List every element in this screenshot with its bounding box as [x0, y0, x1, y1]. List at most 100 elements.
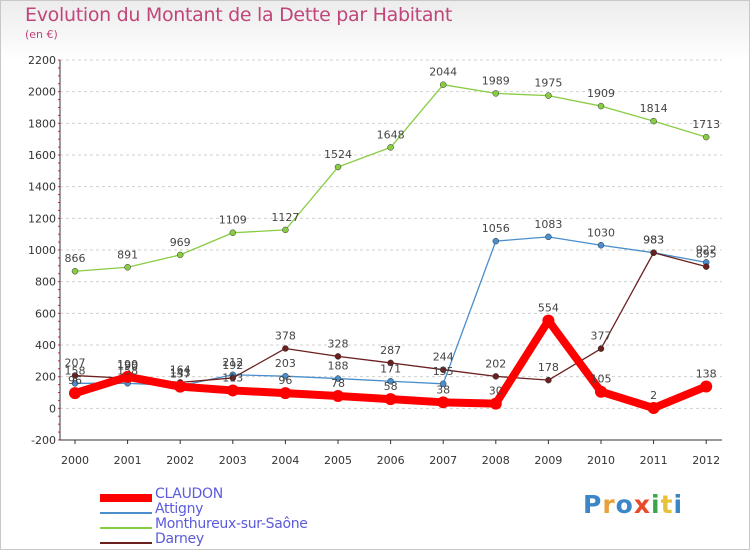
data-point [279, 387, 292, 400]
x-tick-label: 2009 [534, 454, 562, 467]
legend-swatch [100, 512, 152, 514]
logo-letter: t [660, 490, 674, 519]
data-point [229, 229, 237, 236]
y-tick-label: 0 [49, 402, 56, 415]
data-point [71, 372, 79, 379]
logo-letter: P [583, 490, 603, 519]
data-point [437, 396, 450, 409]
x-tick-label: 2006 [377, 454, 405, 467]
data-point [334, 353, 342, 360]
legend-swatch [100, 542, 152, 544]
data-label: 1083 [534, 218, 562, 231]
data-label: 190 [117, 359, 138, 372]
legend-swatch [100, 527, 152, 529]
data-label: 1030 [587, 226, 615, 239]
data-label: 983 [643, 234, 664, 247]
data-label: 143 [170, 367, 191, 380]
logo-letter: r [602, 490, 616, 519]
data-label: 891 [117, 248, 138, 261]
data-label: 922 [696, 243, 717, 256]
data-point [597, 242, 605, 249]
data-label: 212 [222, 356, 243, 369]
logo-letter: i [651, 490, 661, 519]
legend-label: Darney [155, 531, 204, 547]
data-label: 158 [65, 364, 86, 377]
data-label: 1524 [324, 148, 352, 161]
data-point [334, 375, 342, 382]
x-tick-label: 2000 [61, 454, 89, 467]
data-label: 178 [538, 361, 559, 374]
chart-title: Evolution du Montant de la Dette par Hab… [25, 4, 453, 26]
data-point [650, 117, 657, 125]
data-label: 983 [643, 234, 664, 247]
data-point [439, 81, 447, 88]
x-tick-label: 2004 [271, 454, 299, 467]
data-label: 1109 [219, 214, 247, 227]
data-label: 137 [170, 368, 191, 381]
x-tick-label: 2012 [692, 454, 720, 467]
data-label: 171 [380, 362, 401, 375]
y-tick-label: 1200 [28, 212, 56, 225]
x-tick-label: 2010 [587, 454, 615, 467]
data-point [439, 380, 447, 388]
data-point [545, 233, 552, 241]
data-label: 554 [538, 302, 559, 315]
data-point [542, 314, 555, 327]
x-tick-label: 2005 [324, 454, 352, 467]
data-point [545, 92, 552, 99]
legend-label: Attigny [155, 501, 204, 517]
data-point [439, 366, 447, 373]
data-label: 96 [278, 374, 292, 387]
logo-letter: i [673, 490, 684, 519]
data-label: 1814 [640, 102, 668, 115]
data-point [332, 389, 344, 402]
data-point [597, 345, 605, 352]
data-point [597, 102, 605, 110]
data-label: 378 [275, 329, 296, 342]
data-label: 78 [331, 377, 345, 390]
data-point [124, 264, 131, 271]
data-label: 1648 [377, 128, 405, 141]
y-tick-label: 1400 [28, 181, 56, 194]
data-label: 1056 [482, 222, 510, 235]
data-label: 866 [65, 252, 86, 265]
data-label: 199 [117, 358, 138, 371]
data-point [69, 387, 81, 400]
data-point [489, 397, 502, 410]
data-label: 164 [170, 363, 191, 376]
y-tick-label: 2200 [28, 54, 56, 67]
data-point [282, 372, 289, 380]
data-label: 58 [384, 380, 398, 393]
y-tick-label: 600 [35, 307, 56, 320]
data-label: 207 [65, 357, 86, 370]
data-label: 188 [328, 360, 349, 373]
data-point [176, 251, 184, 259]
x-tick-label: 2003 [219, 454, 247, 467]
y-tick-label: 800 [35, 276, 56, 289]
y-tick-label: 200 [35, 371, 56, 384]
data-point [492, 237, 500, 245]
data-label: 105 [591, 373, 612, 386]
data-point [387, 144, 394, 151]
data-label: 328 [328, 337, 349, 350]
data-label: 202 [485, 357, 506, 370]
y-tick-label: 1600 [28, 149, 56, 162]
x-tick-label: 2007 [429, 454, 457, 467]
y-tick-label: 1800 [28, 117, 56, 130]
data-point [387, 378, 394, 385]
data-label: 1989 [482, 74, 510, 87]
x-tick-label: 2002 [166, 454, 194, 467]
data-point [121, 370, 134, 383]
legend-swatch [100, 494, 152, 502]
x-tick-label: 2011 [640, 454, 668, 467]
data-point [229, 374, 237, 382]
data-point [492, 373, 500, 380]
data-label: 1713 [692, 118, 720, 131]
data-label: 30 [489, 385, 503, 398]
logo-letter: x [633, 490, 651, 519]
data-label: 969 [170, 236, 191, 249]
data-label: 158 [117, 364, 138, 377]
x-tick-label: 2001 [114, 454, 142, 467]
data-label: 138 [696, 367, 717, 380]
